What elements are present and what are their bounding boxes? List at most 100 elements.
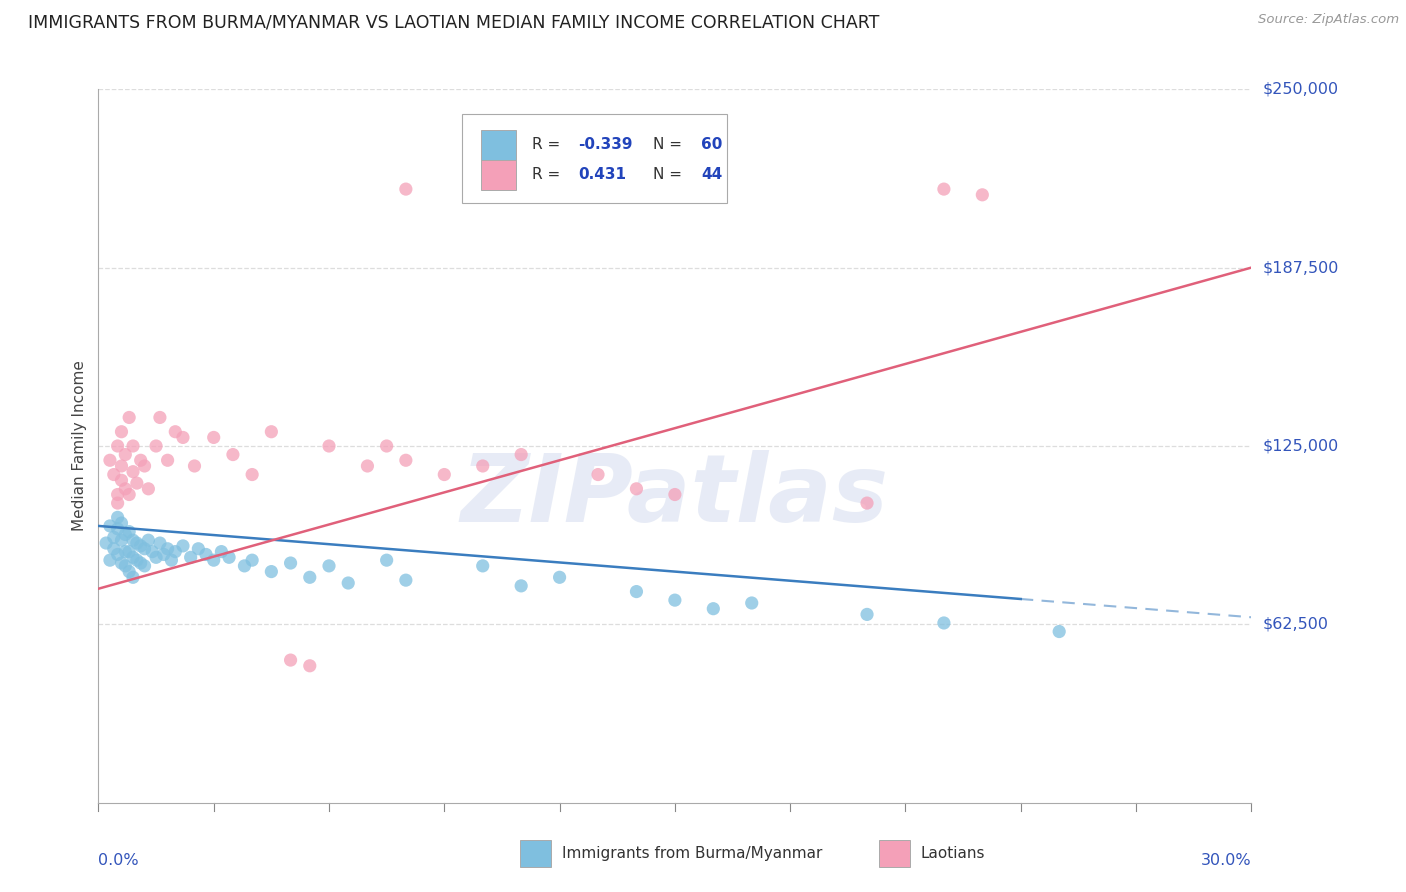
Point — [118, 524, 141, 539]
Point — [114, 544, 136, 558]
Point — [103, 467, 125, 482]
Point — [138, 482, 160, 496]
Point — [122, 550, 145, 565]
Point — [141, 544, 163, 558]
Point — [183, 458, 205, 473]
Point — [145, 439, 167, 453]
Point — [375, 553, 398, 567]
Point — [395, 182, 418, 196]
Point — [856, 496, 879, 510]
Point — [180, 550, 202, 565]
Point — [110, 425, 132, 439]
Text: 0.431: 0.431 — [578, 168, 626, 182]
Point — [664, 487, 686, 501]
Text: 0.0%: 0.0% — [98, 853, 139, 868]
Point — [122, 570, 145, 584]
Point — [932, 615, 955, 630]
FancyBboxPatch shape — [461, 114, 727, 203]
Point — [195, 548, 218, 562]
Point — [107, 522, 129, 536]
Point — [107, 510, 129, 524]
Point — [122, 439, 145, 453]
Point — [260, 425, 283, 439]
Point — [280, 556, 302, 570]
Point — [125, 553, 148, 567]
Point — [856, 607, 879, 622]
Point — [209, 544, 232, 558]
Point — [510, 448, 533, 462]
Point — [114, 448, 136, 462]
Point — [202, 553, 225, 567]
Text: 30.0%: 30.0% — [1201, 853, 1251, 868]
Point — [1047, 624, 1070, 639]
FancyBboxPatch shape — [481, 160, 516, 190]
Point — [107, 548, 129, 562]
Point — [118, 410, 141, 425]
FancyBboxPatch shape — [481, 130, 516, 160]
Point — [172, 539, 194, 553]
Point — [129, 556, 152, 570]
Point — [298, 570, 321, 584]
Point — [114, 558, 136, 573]
Text: ZIPatlas: ZIPatlas — [461, 450, 889, 542]
Point — [433, 467, 456, 482]
Point — [114, 482, 136, 496]
Point — [103, 541, 125, 556]
Point — [741, 596, 763, 610]
Point — [548, 570, 571, 584]
Text: $62,500: $62,500 — [1263, 617, 1329, 632]
Point — [134, 558, 156, 573]
Point — [110, 473, 132, 487]
Point — [125, 536, 148, 550]
Text: R =: R = — [531, 168, 565, 182]
Point — [103, 530, 125, 544]
Point — [94, 536, 117, 550]
Point — [149, 536, 172, 550]
Y-axis label: Median Family Income: Median Family Income — [72, 360, 87, 532]
Point — [222, 448, 245, 462]
Point — [110, 556, 132, 570]
Point — [240, 467, 263, 482]
Text: $187,500: $187,500 — [1263, 260, 1339, 275]
Point — [165, 425, 187, 439]
Point — [122, 465, 145, 479]
Text: $250,000: $250,000 — [1263, 82, 1339, 96]
Point — [98, 553, 121, 567]
Text: Laotians: Laotians — [921, 847, 986, 861]
Point — [107, 439, 129, 453]
Point — [129, 453, 152, 467]
Text: R =: R = — [531, 137, 565, 153]
Point — [152, 548, 174, 562]
Point — [318, 558, 340, 573]
Point — [125, 476, 148, 491]
Point — [107, 496, 129, 510]
Text: Immigrants from Burma/Myanmar: Immigrants from Burma/Myanmar — [562, 847, 823, 861]
Point — [134, 541, 156, 556]
Point — [118, 565, 141, 579]
Point — [156, 453, 179, 467]
Text: Source: ZipAtlas.com: Source: ZipAtlas.com — [1258, 13, 1399, 27]
Point — [932, 182, 955, 196]
Text: N =: N = — [652, 137, 688, 153]
Point — [298, 658, 321, 673]
Point — [280, 653, 302, 667]
Text: 60: 60 — [702, 137, 723, 153]
Point — [138, 533, 160, 548]
Point — [156, 541, 179, 556]
Point — [187, 541, 209, 556]
Point — [110, 458, 132, 473]
Point — [145, 550, 167, 565]
Point — [318, 439, 340, 453]
Point — [160, 553, 183, 567]
Point — [972, 187, 994, 202]
Point — [165, 544, 187, 558]
Point — [664, 593, 686, 607]
Point — [375, 439, 398, 453]
Text: IMMIGRANTS FROM BURMA/MYANMAR VS LAOTIAN MEDIAN FAMILY INCOME CORRELATION CHART: IMMIGRANTS FROM BURMA/MYANMAR VS LAOTIAN… — [28, 13, 880, 31]
Point — [337, 576, 360, 591]
Point — [107, 487, 129, 501]
Text: -0.339: -0.339 — [578, 137, 633, 153]
Point — [110, 533, 132, 548]
Point — [98, 519, 121, 533]
Point — [110, 516, 132, 530]
